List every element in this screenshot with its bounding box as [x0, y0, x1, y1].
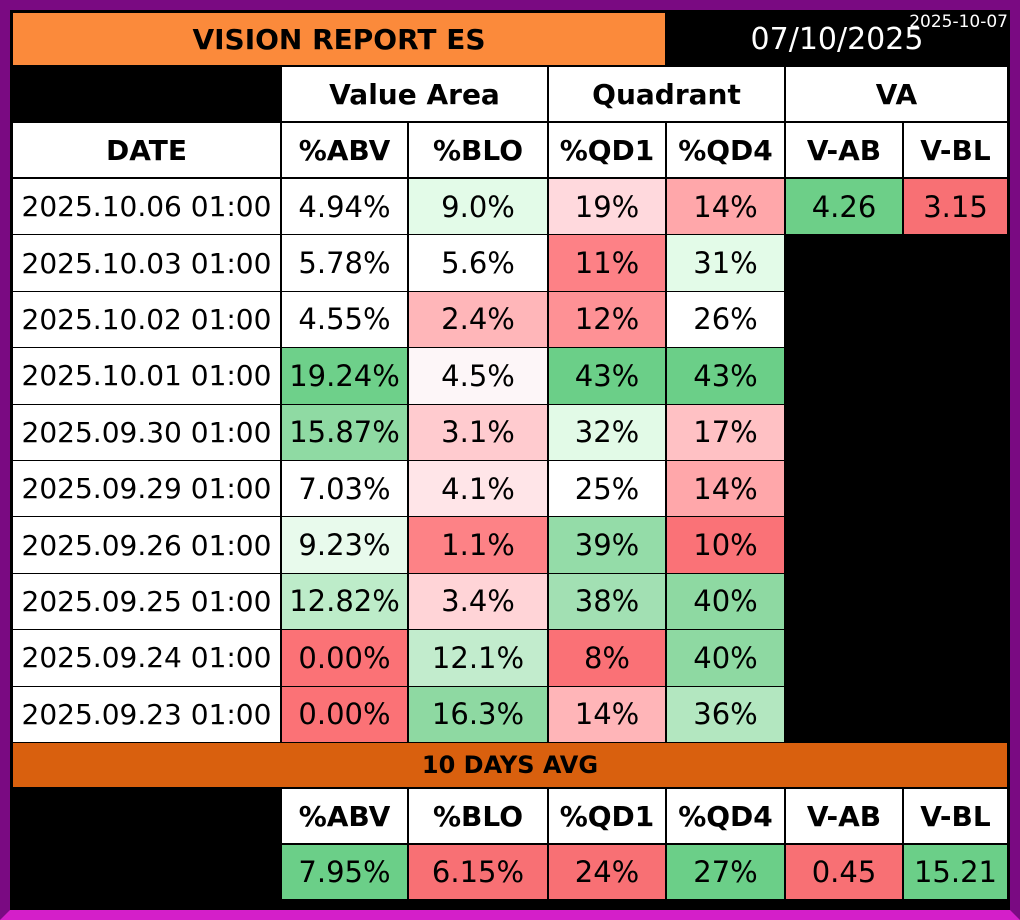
row-qd4-cell: 31% — [666, 234, 785, 292]
row-qd4-cell: 43% — [666, 347, 785, 405]
row-qd1-cell: 14% — [548, 685, 666, 743]
corner-date: 2025-10-07 — [909, 12, 1008, 32]
row-date-cell: 2025.09.29 01:00 — [12, 460, 281, 518]
col-header-qd4: %QD4 — [666, 122, 785, 178]
row-blo-cell: 1.1% — [408, 516, 548, 574]
row-date-cell: 2025.10.02 01:00 — [12, 290, 281, 349]
va-empty-area — [785, 234, 1008, 742]
row-abv-cell: 15.87% — [281, 403, 408, 461]
avg-value-abv: 7.95% — [281, 844, 408, 900]
col-header-abv: %ABV — [281, 122, 408, 178]
row-qd1-cell: 19% — [548, 178, 666, 236]
row-qd1-cell: 11% — [548, 234, 666, 292]
row-abv-cell: 7.03% — [281, 460, 408, 518]
row-qd1-cell: 12% — [548, 290, 666, 349]
row-qd1-cell: 39% — [548, 516, 666, 574]
row-blo-cell: 2.4% — [408, 290, 548, 349]
row-blo-cell: 9.0% — [408, 178, 548, 236]
row-vab-cell: 4.26 — [785, 178, 903, 236]
row-date-cell: 2025.09.24 01:00 — [12, 629, 281, 687]
row-qd4-cell: 26% — [666, 290, 785, 349]
row-qd1-cell: 38% — [548, 572, 666, 631]
col-header-vbl: V-BL — [903, 122, 1008, 178]
row-qd1-cell: 25% — [548, 460, 666, 518]
row-abv-cell: 5.78% — [281, 234, 408, 292]
row-date-cell: 2025.09.26 01:00 — [12, 516, 281, 574]
avg-header-qd1: %QD1 — [548, 788, 666, 844]
row-blo-cell: 16.3% — [408, 685, 548, 743]
col-header-blo: %BLO — [408, 122, 548, 178]
avg-header-blo: %BLO — [408, 788, 548, 844]
group-header-value-area: Value Area — [281, 66, 548, 122]
avg-value-vab: 0.45 — [785, 844, 903, 900]
row-abv-cell: 19.24% — [281, 347, 408, 405]
row-vbl-cell: 3.15 — [903, 178, 1008, 236]
row-blo-cell: 12.1% — [408, 629, 548, 687]
row-qd1-cell: 32% — [548, 403, 666, 461]
row-abv-cell: 4.94% — [281, 178, 408, 236]
row-blo-cell: 5.6% — [408, 234, 548, 292]
row-date-cell: 2025.10.01 01:00 — [12, 347, 281, 405]
group-header-quadrant: Quadrant — [548, 66, 785, 122]
avg-header-qd4: %QD4 — [666, 788, 785, 844]
row-abv-cell: 4.55% — [281, 290, 408, 349]
row-qd1-cell: 43% — [548, 347, 666, 405]
row-blo-cell: 3.1% — [408, 403, 548, 461]
row-abv-cell: 0.00% — [281, 685, 408, 743]
avg-header-abv: %ABV — [281, 788, 408, 844]
row-abv-cell: 12.82% — [281, 572, 408, 631]
row-date-cell: 2025.09.30 01:00 — [12, 403, 281, 461]
row-abv-cell: 0.00% — [281, 629, 408, 687]
row-blo-cell: 4.1% — [408, 460, 548, 518]
row-qd4-cell: 40% — [666, 629, 785, 687]
avg-title: 10 DAYS AVG — [12, 742, 1008, 788]
row-qd4-cell: 36% — [666, 685, 785, 743]
col-header-qd1: %QD1 — [548, 122, 666, 178]
row-qd4-cell: 14% — [666, 178, 785, 236]
row-qd4-cell: 40% — [666, 572, 785, 631]
col-header-vab: V-AB — [785, 122, 903, 178]
row-qd1-cell: 8% — [548, 629, 666, 687]
row-date-cell: 2025.10.06 01:00 — [12, 178, 281, 236]
avg-header-vbl: V-BL — [903, 788, 1008, 844]
row-date-cell: 2025.10.03 01:00 — [12, 234, 281, 292]
avg-value-blo: 6.15% — [408, 844, 548, 900]
group-header-spacer — [12, 66, 281, 122]
avg-value-qd1: 24% — [548, 844, 666, 900]
report-title: VISION REPORT ES — [12, 12, 666, 66]
avg-spacer — [12, 788, 281, 900]
row-qd4-cell: 10% — [666, 516, 785, 574]
row-blo-cell: 4.5% — [408, 347, 548, 405]
row-abv-cell: 9.23% — [281, 516, 408, 574]
group-header-va: VA — [785, 66, 1008, 122]
row-blo-cell: 3.4% — [408, 572, 548, 631]
row-date-cell: 2025.09.23 01:00 — [12, 685, 281, 743]
report-date: 07/10/2025 — [666, 12, 1008, 66]
avg-value-qd4: 27% — [666, 844, 785, 900]
avg-header-vab: V-AB — [785, 788, 903, 844]
col-header-date: DATE — [12, 122, 281, 178]
row-qd4-cell: 17% — [666, 403, 785, 461]
row-qd4-cell: 14% — [666, 460, 785, 518]
row-date-cell: 2025.09.25 01:00 — [12, 572, 281, 631]
avg-value-vbl: 15.21 — [903, 844, 1008, 900]
